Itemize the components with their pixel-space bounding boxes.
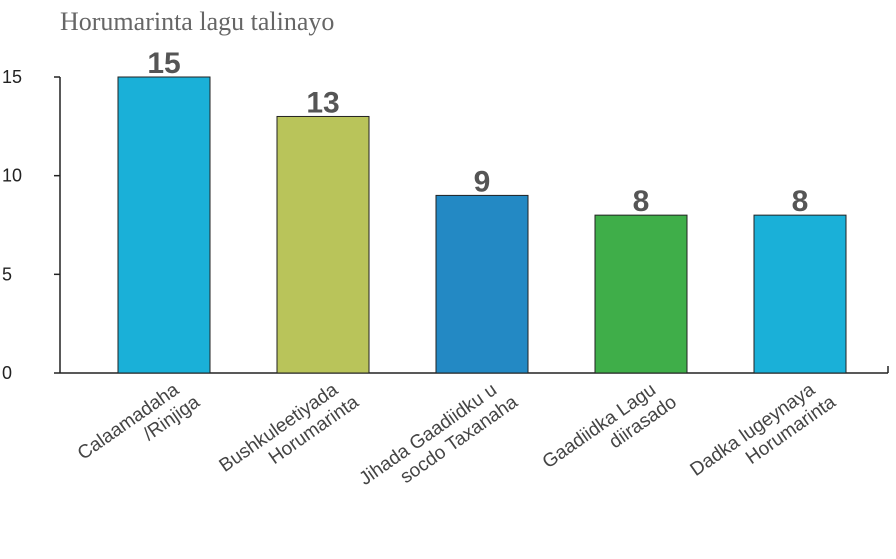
value-label: 15 xyxy=(147,47,180,80)
chart-title: Horumarinta lagu talinayo xyxy=(60,7,334,36)
y-tick-label: 10 xyxy=(2,166,22,186)
bar xyxy=(276,115,370,374)
value-label: 9 xyxy=(474,165,491,198)
y-tick-label: 15 xyxy=(2,67,22,87)
bar xyxy=(117,76,211,374)
bar xyxy=(435,194,529,374)
value-label: 8 xyxy=(792,185,809,218)
value-label: 13 xyxy=(306,86,339,119)
y-tick-label: 0 xyxy=(2,363,12,383)
x-tick-label: Calaamadaha/Rinjiga xyxy=(74,379,204,464)
y-tick-label: 5 xyxy=(2,264,12,284)
value-label: 8 xyxy=(633,185,650,218)
bar xyxy=(594,214,688,374)
bar xyxy=(753,214,847,374)
